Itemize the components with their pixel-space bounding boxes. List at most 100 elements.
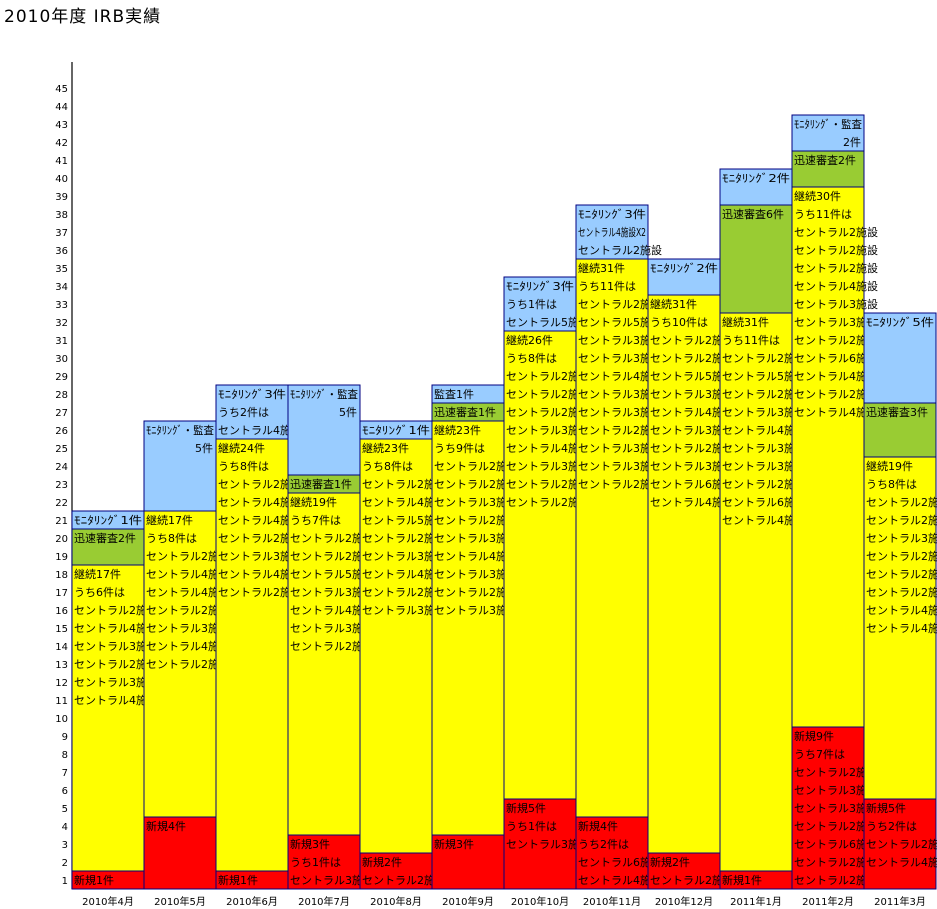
segment-label: 継続30件 (794, 189, 841, 203)
segment-label: セントラル3施設 (578, 333, 662, 347)
segment-label: セントラル2施設 (218, 477, 302, 491)
segment-label: セントラル2施設 (866, 549, 937, 563)
segment-label: うち11件は (578, 280, 636, 293)
y-tick-label: 43 (55, 120, 68, 131)
segment-label: セントラル2施設 (290, 531, 374, 545)
segment-label: セントラル4施設 (290, 603, 374, 617)
segment-label: セントラル3施設 (650, 387, 734, 401)
y-tick-label: 36 (55, 246, 68, 257)
segment-label: ﾓﾆﾀﾘﾝｸﾞ3件 (218, 388, 286, 401)
segment-label: 新規4件 (146, 819, 186, 833)
segment-label: うち6件は (74, 586, 125, 599)
y-tick-label: 35 (55, 264, 68, 275)
segment-label: 新規1件 (722, 873, 762, 887)
y-tick-label: 40 (55, 174, 68, 185)
segment-label: セントラル4施設 (362, 567, 446, 581)
segment-label: セントラル3施設 (866, 531, 937, 545)
segment-label: セントラル3施設 (650, 459, 734, 473)
category-label: 2010年5月 (154, 895, 206, 908)
segment-label: 継続23件 (362, 441, 409, 455)
segment-label: セントラル3施設 (650, 423, 734, 437)
segment-label: セントラル2施設 (794, 873, 878, 887)
segment-label: うち8件は (506, 352, 557, 365)
y-tick-label: 41 (55, 156, 68, 167)
segment-label: セントラル2施設 (506, 369, 590, 383)
segment-label: 迅速審査1件 (434, 405, 496, 419)
segment-label: セントラル3施設 (578, 351, 662, 365)
segment-label: セントラル2施設 (722, 387, 806, 401)
segment-label: セントラル3施設 (434, 567, 518, 581)
segment-label: うち2件は (218, 406, 269, 419)
segment-label: 監査1件 (434, 387, 474, 401)
segment-label: 迅速審査3件 (866, 405, 928, 419)
bar-segment-keizoku (215, 438, 289, 872)
segment-label: セントラル2施設 (218, 585, 302, 599)
y-tick-label: 7 (62, 768, 68, 779)
segment-label: セントラル4施設X2 (578, 225, 646, 239)
segment-label: セントラル3施設 (794, 783, 878, 797)
segment-label: セントラル2施設 (578, 297, 662, 311)
segment-label: 継続17件 (146, 513, 193, 527)
segment-label: セントラル4施設 (146, 585, 230, 599)
segment-label: セントラル2施設 (74, 657, 158, 671)
segment-label: うち10件は (650, 316, 708, 329)
bar: 新規5件うち1件はセントラル3施設継続26件うち8件はセントラル2施設セントラル… (503, 276, 590, 890)
segment-label: セントラル3施設 (434, 531, 518, 545)
segment-label: うち2件は (578, 838, 629, 851)
y-tick-label: 22 (55, 498, 68, 509)
segment-label: セントラル2施設 (218, 531, 302, 545)
segment-label: うち11件は (794, 208, 852, 221)
bar: 新規1件 継続17件うち6件はセントラル2施設セントラル4施設セントラル3施設セン… (71, 510, 158, 890)
segment-label: セントラル3施設 (434, 603, 518, 617)
segment-label: セントラル2施設 (290, 639, 374, 653)
segment-label: うち7件は (794, 748, 845, 761)
category-labels: 2010年4月 2010年5月 2010年6月 2010年7月 2010年8月 2010年… (82, 895, 926, 908)
segment-label: セントラル2施設 (794, 225, 878, 239)
bar-segment-keizoku (503, 330, 577, 800)
segment-label: 5件 (195, 442, 213, 455)
y-tick-label: 39 (55, 192, 68, 203)
y-tick-label: 14 (55, 642, 68, 653)
bar-segment-keizoku (431, 420, 505, 836)
y-tick-label: 27 (55, 408, 68, 419)
bar-segment-monitor (863, 312, 937, 404)
segment-label: セントラル4施設 (218, 513, 302, 527)
segment-label: 新規5件 (866, 801, 906, 815)
category-label: 2010年8月 (370, 895, 422, 908)
segment-label: セントラル2施設 (74, 603, 158, 617)
segment-label: ﾓﾆﾀﾘﾝｸﾞ・監査 (146, 423, 214, 437)
segment-label: 継続31件 (722, 315, 769, 329)
segment-label: セントラル4施設 (218, 423, 302, 437)
bar-segment-jinsoku (863, 402, 937, 458)
segment-label: セントラル2施設 (650, 873, 734, 887)
y-tick-label: 31 (55, 336, 68, 347)
segment-label: セントラル3施設 (722, 459, 806, 473)
segment-label: セントラル3施設 (506, 423, 590, 437)
segment-label: セントラル2施設 (146, 549, 230, 563)
segment-label: セントラル2施設 (578, 477, 662, 491)
segment-label: セントラル3施設 (290, 621, 374, 635)
segment-label: 継続19件 (290, 495, 337, 509)
segment-label: セントラル3施設 (218, 549, 302, 563)
segment-label: セントラル4施設 (794, 279, 878, 293)
segment-label: セントラル2施設 (650, 333, 734, 347)
segment-label: セントラル2施設 (866, 585, 937, 599)
bar-segment-keizoku (647, 294, 721, 854)
y-tick-label: 42 (55, 138, 68, 149)
segment-label: うち8件は (218, 460, 269, 473)
segment-label: セントラル4施設 (650, 495, 734, 509)
segment-label: 継続31件 (578, 261, 625, 275)
segment-label: うち1件は (290, 856, 341, 869)
segment-label: セントラル2施設 (362, 873, 446, 887)
segment-label: セントラル4施設 (650, 405, 734, 419)
bar-segment-monitor (503, 276, 577, 332)
bar: 新規3件うち1件はセントラル3施設継続19件うち7件はセントラル2施設セントラル… (287, 384, 374, 890)
bar-segment-monitor (647, 258, 721, 296)
segment-label: 継続31件 (650, 297, 697, 311)
segment-label: セントラル5施設 (362, 513, 446, 527)
y-tick-label: 18 (55, 570, 68, 581)
bar: 新規3件 継続23件うち9件はセントラル2施設セントラル2施設セントラル3施設セン… (431, 384, 518, 890)
bar-segment-jinsoku (719, 204, 793, 314)
segment-label: セントラル3施設 (722, 441, 806, 455)
